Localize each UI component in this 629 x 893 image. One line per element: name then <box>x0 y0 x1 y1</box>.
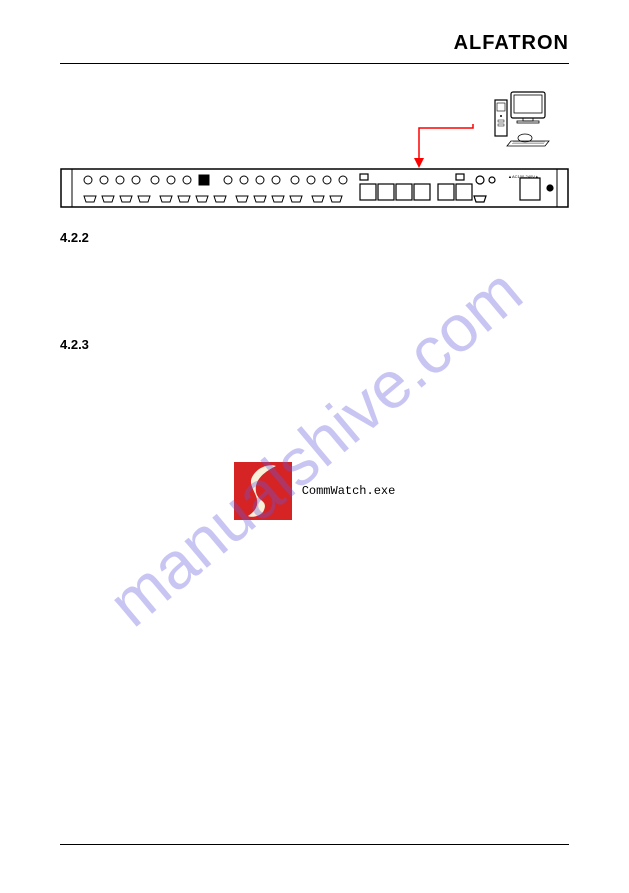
rack-device: ▲AC100-240V▲ <box>60 168 569 210</box>
section-4-2-3: 4.2.3 <box>60 337 569 352</box>
port-circles-top <box>84 175 347 185</box>
exe-icon-block: CommWatch.exe <box>60 462 569 520</box>
brand-logo: ALFATRON <box>60 32 569 55</box>
top-rule <box>60 63 569 64</box>
warning-label: ▲AC100-240V▲ <box>508 174 539 179</box>
connection-diagram: ▲AC100-240V▲ <box>60 90 569 210</box>
section-4-2-2: 4.2.2 <box>60 230 569 245</box>
commwatch-icon <box>234 462 292 520</box>
computer-icon <box>481 90 551 148</box>
exe-filename: CommWatch.exe <box>302 484 396 498</box>
watermark-text: manualshive.com <box>93 252 535 640</box>
hdmi-slots <box>84 196 342 202</box>
connection-arrow <box>411 122 491 172</box>
swoosh-icon <box>234 462 292 520</box>
page-container: ALFATRON <box>0 0 629 893</box>
bottom-rule <box>60 844 569 845</box>
